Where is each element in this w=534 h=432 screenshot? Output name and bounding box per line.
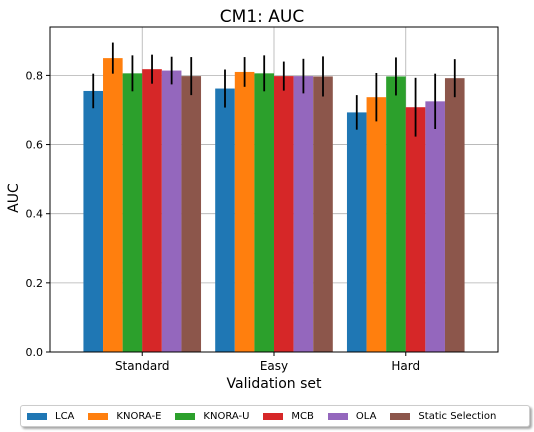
legend-swatch (27, 412, 47, 420)
bar-ola (425, 101, 445, 352)
y-tick-label: 0.2 (26, 277, 44, 290)
legend-item: KNORA-E (88, 411, 161, 422)
chart-title: CM1: AUC (220, 7, 304, 27)
y-tick-label: 0.8 (26, 69, 44, 82)
legend-item: KNORA-U (175, 411, 249, 422)
y-axis-label: AUC (6, 183, 22, 213)
legend-label: KNORA-U (203, 410, 250, 422)
bar-lca (83, 90, 104, 352)
x-tick-label: Standard (115, 359, 170, 373)
legend-swatch (327, 412, 348, 420)
legend-swatch (88, 412, 109, 420)
bars (83, 58, 465, 353)
legend-item: MCB (263, 410, 314, 422)
bar-mcb (142, 69, 162, 353)
legend-swatch (175, 412, 196, 420)
bar-mcb (405, 107, 426, 352)
bar-ola (293, 76, 314, 353)
legend-label: OLA (355, 410, 377, 422)
bar-lca (346, 112, 367, 353)
legend-item: Static Selection (390, 411, 496, 422)
bar-knora-e (234, 71, 255, 352)
bar-knora-u (254, 73, 274, 353)
bar-knora-u (122, 73, 143, 353)
bar-knora-e (103, 58, 123, 353)
legend-swatch (390, 412, 411, 420)
bar-static-selection (444, 78, 465, 352)
legend-label: LCA (55, 410, 75, 422)
x-tick-label: Hard (391, 359, 420, 373)
legend-item: OLA (327, 410, 377, 422)
x-axis-label: Validation set (227, 376, 322, 392)
legend-label: Static Selection (418, 410, 497, 422)
axis-ticks: 0.0 0.2 0.4 0.6 0.8 Standard Easy Hard (26, 69, 421, 373)
legend-label: MCB (291, 410, 314, 422)
x-tick-label: Easy (260, 359, 288, 373)
bar-mcb (274, 76, 294, 353)
legend-swatch (263, 412, 284, 420)
bar-knora-e (366, 97, 387, 352)
legend: LCA KNORA-E KNORA-U MCB OLA Static Selection (20, 405, 530, 427)
bar-knora-u (386, 76, 406, 352)
error-bars (92, 42, 456, 137)
bar-static-selection (181, 76, 202, 353)
bar-static-selection (313, 76, 333, 352)
bar-ola (161, 70, 182, 352)
legend-label: KNORA-E (116, 410, 162, 422)
y-tick-label: 0.6 (26, 139, 44, 152)
legend-item: LCA (27, 411, 74, 422)
bar-lca (215, 88, 235, 353)
y-tick-label: 0.0 (26, 346, 44, 359)
y-tick-label: 0.4 (26, 208, 44, 221)
